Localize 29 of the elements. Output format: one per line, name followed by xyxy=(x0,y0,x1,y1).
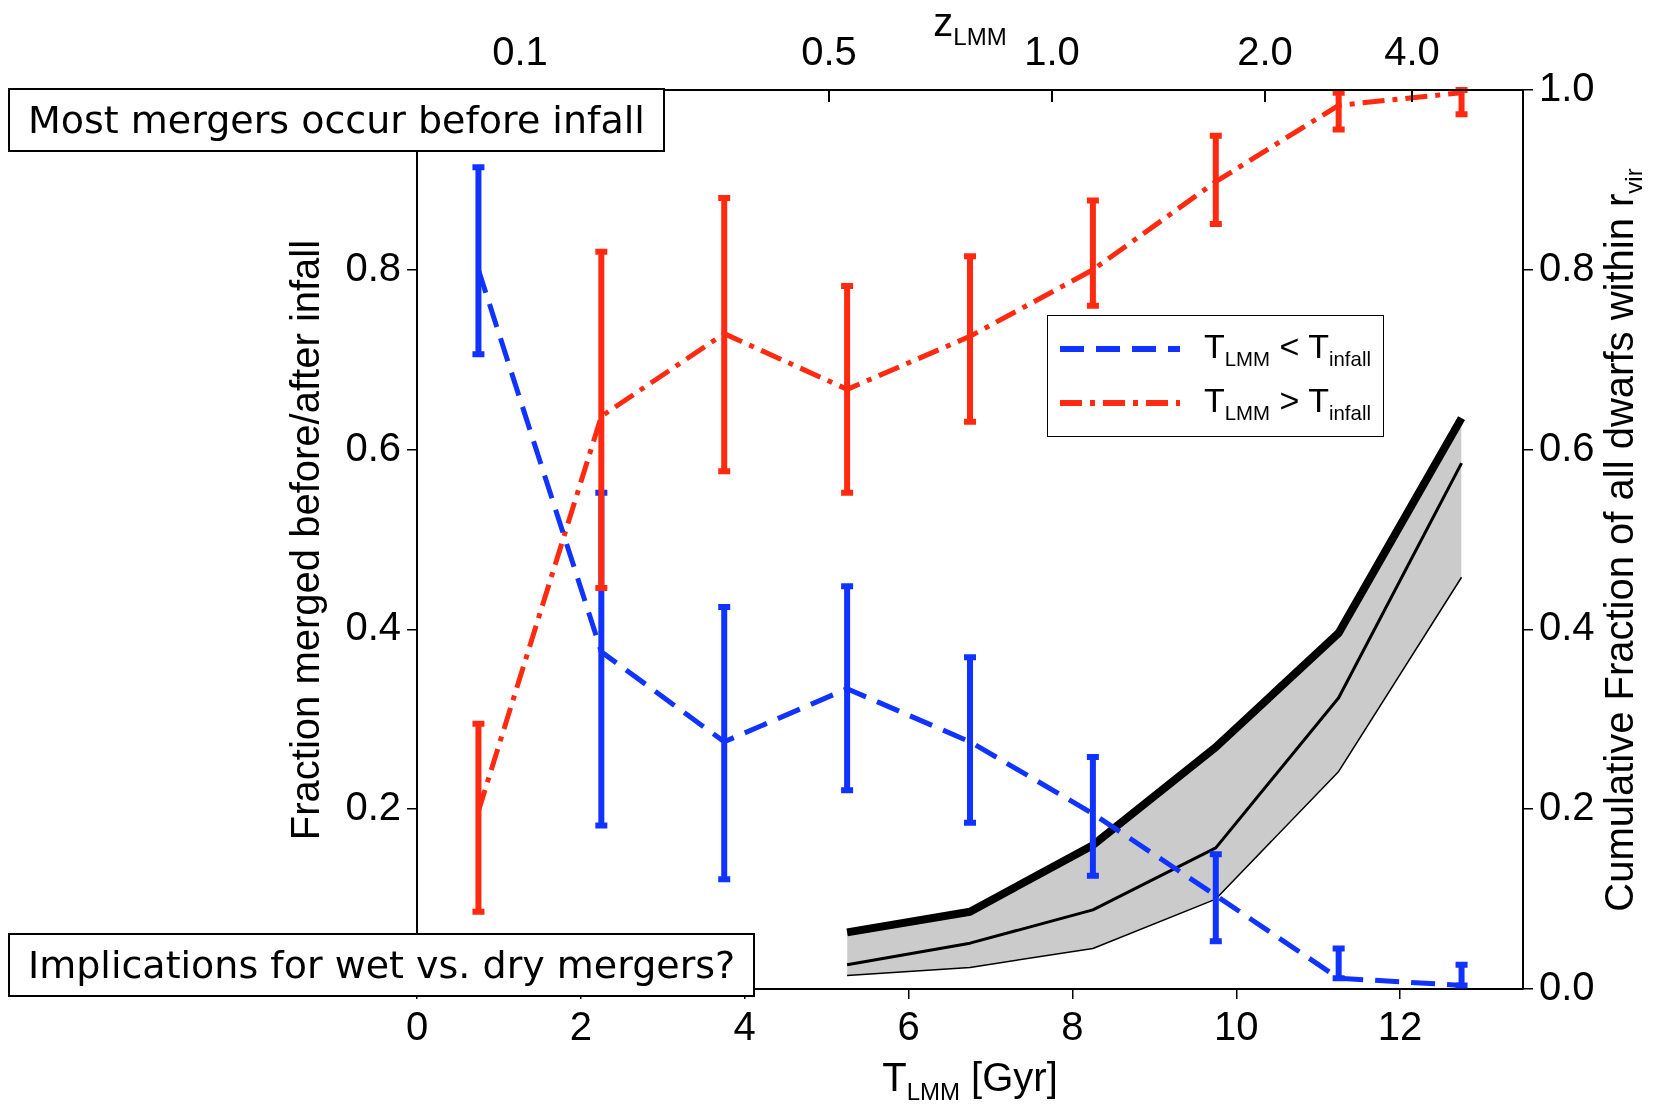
text: 4.0 xyxy=(1384,29,1440,74)
y-tick-label: 0.8 xyxy=(345,244,401,289)
y-tick-label: 0.4 xyxy=(345,604,401,649)
text: 2.0 xyxy=(1237,29,1293,74)
y2-tick-label: 0.2 xyxy=(1539,784,1595,829)
x-tick-label: 0 xyxy=(405,1004,429,1049)
y-tick-label: 0.2 xyxy=(345,784,401,829)
y2-tick-label: 0.4 xyxy=(1539,604,1595,649)
x-axis-title: T$_{LMM}$ [Gyr] xyxy=(882,1055,1058,1106)
y-tick-label: 0.6 xyxy=(345,424,401,469)
annotation: Most mergers occur before infall xyxy=(8,88,665,152)
x-tick-label: 8 xyxy=(1061,1004,1084,1049)
y2-tick-label: 0.6 xyxy=(1539,424,1595,469)
text: 0.1 xyxy=(492,29,548,74)
x-tick-label: 12 xyxy=(1377,1004,1423,1049)
y-axis-title: Fraction merged before/after infall xyxy=(282,239,328,840)
x-tick-label: 4 xyxy=(733,1004,756,1049)
x-tick-label: 2 xyxy=(569,1004,592,1049)
y2-tick-label: 1.0 xyxy=(1539,65,1595,110)
x2-axis-title: z$_{LMM}$ xyxy=(933,0,1007,51)
annotation: Implications for wet vs. dry mergers? xyxy=(8,933,756,997)
legend-label: T$_{LMM}$ > T$_{infall}$ xyxy=(1204,381,1371,425)
text: 0.5 xyxy=(801,29,857,74)
legend-label: T$_{LMM}$ < T$_{infall}$ xyxy=(1204,327,1371,371)
x-tick-label: 6 xyxy=(897,1004,920,1049)
y2-tick-label: 0.0 xyxy=(1539,964,1595,1009)
x-tick-label: 10 xyxy=(1214,1004,1259,1049)
y2-tick-label: 0.8 xyxy=(1539,244,1595,289)
text: 1.0 xyxy=(1024,29,1080,74)
